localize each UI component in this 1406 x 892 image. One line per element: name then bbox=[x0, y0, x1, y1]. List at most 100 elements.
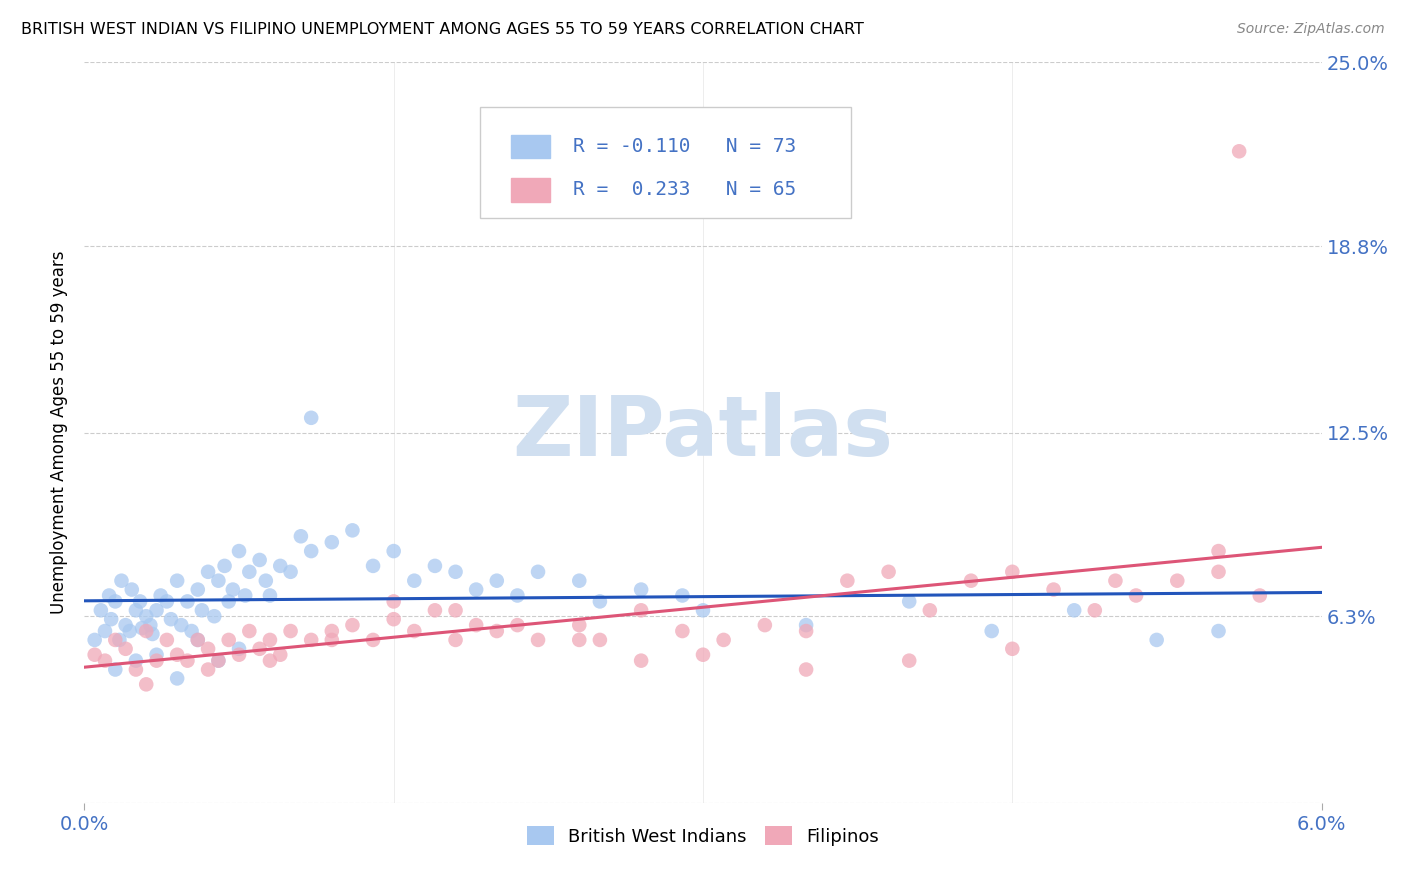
Point bbox=[568, 618, 591, 632]
Point bbox=[361, 632, 384, 647]
Point bbox=[141, 627, 163, 641]
Point bbox=[444, 603, 467, 617]
Point bbox=[485, 574, 508, 588]
Point bbox=[506, 589, 529, 603]
Point bbox=[218, 594, 240, 608]
Point bbox=[1208, 565, 1230, 579]
Point bbox=[444, 565, 467, 579]
Point bbox=[222, 582, 245, 597]
FancyBboxPatch shape bbox=[481, 107, 852, 218]
Point bbox=[321, 624, 343, 638]
Point bbox=[187, 632, 209, 647]
Point bbox=[280, 565, 302, 579]
Point bbox=[180, 624, 202, 638]
Point bbox=[166, 574, 188, 588]
Point bbox=[1208, 624, 1230, 638]
Point bbox=[197, 663, 219, 677]
Point bbox=[280, 624, 302, 638]
FancyBboxPatch shape bbox=[512, 178, 550, 202]
Point bbox=[176, 654, 198, 668]
Point bbox=[233, 589, 256, 603]
Point bbox=[121, 582, 143, 597]
Point bbox=[1166, 574, 1188, 588]
Point bbox=[423, 603, 446, 617]
Point bbox=[1227, 145, 1250, 159]
Point bbox=[269, 648, 291, 662]
Point bbox=[135, 609, 157, 624]
Point bbox=[104, 663, 127, 677]
Point bbox=[794, 663, 817, 677]
Point bbox=[145, 648, 167, 662]
Point bbox=[404, 574, 426, 588]
Point bbox=[228, 648, 250, 662]
Point bbox=[290, 529, 312, 543]
Point bbox=[898, 654, 921, 668]
Point bbox=[166, 648, 188, 662]
Point bbox=[918, 603, 941, 617]
Point bbox=[170, 618, 193, 632]
Point bbox=[125, 654, 148, 668]
Text: ZIPatlas: ZIPatlas bbox=[513, 392, 893, 473]
Point bbox=[207, 654, 229, 668]
Point bbox=[238, 624, 260, 638]
Text: R =  0.233   N = 65: R = 0.233 N = 65 bbox=[574, 180, 796, 200]
Point bbox=[160, 612, 183, 626]
Point bbox=[1084, 603, 1107, 617]
Point bbox=[1001, 565, 1024, 579]
Point bbox=[139, 618, 162, 632]
Point bbox=[1001, 641, 1024, 656]
Point bbox=[1125, 589, 1147, 603]
Point bbox=[527, 565, 550, 579]
Point bbox=[135, 624, 157, 638]
Point bbox=[135, 677, 157, 691]
Point bbox=[527, 632, 550, 647]
Point bbox=[423, 558, 446, 573]
Point bbox=[1146, 632, 1168, 647]
Point bbox=[671, 589, 693, 603]
Point bbox=[83, 648, 105, 662]
Point bbox=[129, 594, 152, 608]
Point bbox=[110, 574, 132, 588]
Point bbox=[713, 632, 735, 647]
Point bbox=[191, 603, 214, 617]
Point bbox=[187, 582, 209, 597]
Point bbox=[568, 632, 591, 647]
Point bbox=[465, 618, 488, 632]
Point bbox=[382, 612, 405, 626]
FancyBboxPatch shape bbox=[512, 135, 550, 158]
Point bbox=[94, 654, 117, 668]
Point bbox=[202, 609, 225, 624]
Point bbox=[187, 632, 209, 647]
Point bbox=[321, 535, 343, 549]
Point bbox=[630, 654, 652, 668]
Point bbox=[404, 624, 426, 638]
Point bbox=[218, 632, 240, 647]
Point bbox=[1042, 582, 1064, 597]
Point bbox=[197, 565, 219, 579]
Point bbox=[207, 654, 229, 668]
Point bbox=[960, 574, 983, 588]
Point bbox=[321, 632, 343, 647]
Point bbox=[1063, 603, 1085, 617]
Point bbox=[898, 594, 921, 608]
Point bbox=[166, 672, 188, 686]
Point bbox=[342, 618, 364, 632]
Point bbox=[382, 594, 405, 608]
Point bbox=[485, 624, 508, 638]
Point bbox=[114, 618, 136, 632]
Point bbox=[342, 524, 364, 538]
Point bbox=[589, 594, 612, 608]
Point bbox=[249, 641, 271, 656]
Point bbox=[589, 632, 612, 647]
Point bbox=[1249, 589, 1271, 603]
Point bbox=[299, 544, 322, 558]
Point bbox=[568, 574, 591, 588]
Point bbox=[104, 594, 127, 608]
Point bbox=[98, 589, 121, 603]
Point bbox=[299, 632, 322, 647]
Y-axis label: Unemployment Among Ages 55 to 59 years: Unemployment Among Ages 55 to 59 years bbox=[51, 251, 69, 615]
Point bbox=[197, 641, 219, 656]
Point bbox=[156, 594, 179, 608]
Point bbox=[361, 558, 384, 573]
Point bbox=[1104, 574, 1126, 588]
